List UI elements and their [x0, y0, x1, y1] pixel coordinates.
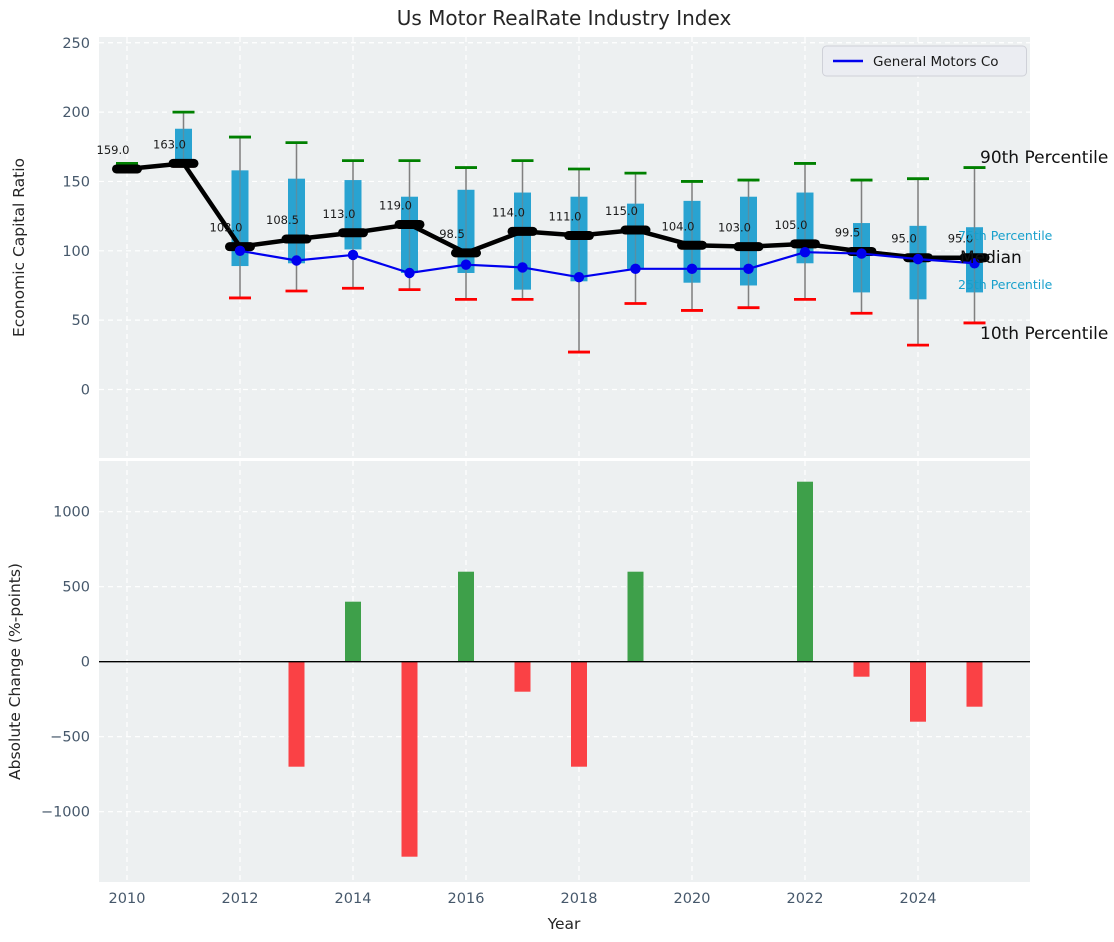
bottom-ytick-label--1000: −1000 — [41, 805, 90, 821]
annotation-90th-percentile: 90th Percentile — [980, 148, 1108, 168]
median-marker-2010 — [112, 164, 142, 174]
legend: General Motors Co — [822, 45, 1027, 77]
median-value-label-2014: 113.0 — [323, 207, 356, 221]
median-value-label-2018: 111.0 — [549, 210, 582, 224]
annotation-75th-percentile: 75th Percentile — [958, 228, 1053, 243]
bar-2016 — [458, 571, 474, 662]
median-value-label-2015: 119.0 — [379, 198, 412, 212]
median-value-label-2011: 163.0 — [153, 137, 186, 151]
median-marker-2022 — [790, 239, 820, 249]
xtick-label-2018: 2018 — [561, 891, 598, 907]
bar-2013 — [288, 661, 305, 767]
boxplot-2019 — [624, 171, 647, 305]
median-marker-2013 — [281, 234, 312, 244]
x-axis-label: Year — [547, 915, 581, 933]
median-marker-2014 — [338, 228, 368, 238]
bar-2023 — [853, 661, 870, 677]
gm-marker-2018 — [573, 271, 585, 283]
median-value-label-2017: 114.0 — [492, 205, 525, 219]
gm-marker-2019 — [630, 263, 641, 275]
median-marker-2018 — [564, 231, 594, 241]
general-motors-line-series — [234, 245, 980, 283]
bar-2022 — [797, 481, 813, 662]
gm-marker-2015 — [404, 267, 415, 279]
median-value-label-2021: 103.0 — [718, 221, 751, 235]
gm-marker-2023 — [856, 248, 867, 259]
xtick-label-2020: 2020 — [674, 891, 711, 907]
top-ytick-label-200: 200 — [62, 105, 90, 121]
axis-tick-labels: 0 50 100 150 200 250 −1000 −500 0 500 1000 2010 2012… — [41, 36, 937, 907]
bottom-ytick-label-500: 500 — [62, 580, 90, 596]
median-value-label-2013: 108.5 — [266, 213, 299, 227]
median-marker-2021 — [733, 242, 764, 252]
gm-line — [239, 249, 975, 279]
xtick-label-2012: 2012 — [222, 891, 259, 907]
median-value-label-2020: 104.0 — [662, 219, 695, 233]
median-value-labels: 159.0 163.0 103.0 108.5 113.0 119.0 98.5 114.0 1… — [97, 137, 974, 245]
gm-marker-2014 — [347, 249, 359, 261]
median-value-label-2010: 159.0 — [97, 143, 130, 157]
legend-label: General Motors Co — [873, 54, 999, 70]
xtick-label-2016: 2016 — [448, 891, 485, 907]
xtick-label-2014: 2014 — [335, 891, 372, 907]
median-value-label-2016: 98.5 — [439, 227, 465, 241]
median-value-label-2025: 95.0 — [948, 232, 974, 246]
bar-2019 — [627, 571, 644, 662]
median-value-label-2019: 115.0 — [605, 204, 638, 218]
top-ytick-label-250: 250 — [62, 36, 90, 52]
bar-2024 — [910, 661, 926, 722]
gm-marker-2016 — [460, 259, 472, 270]
bar-2018 — [571, 661, 587, 767]
xtick-label-2010: 2010 — [109, 891, 146, 907]
gm-marker-2025 — [969, 258, 980, 269]
median-marker-2017 — [507, 226, 538, 236]
bar-2014 — [345, 601, 361, 662]
legend-box — [822, 45, 1027, 77]
bottom-panel-background — [99, 461, 1030, 882]
bar-2017 — [514, 661, 531, 692]
median-value-label-2022: 105.0 — [775, 218, 808, 232]
annotation-median: Median — [960, 248, 1022, 268]
median-marker-2025 — [959, 253, 990, 263]
bar-series — [288, 481, 983, 857]
top-ytick-label-0: 0 — [81, 383, 90, 399]
gm-marker-2017 — [517, 262, 528, 273]
annotation-25th-percentile: 25th Percentile — [958, 277, 1053, 292]
gm-marker-2013 — [291, 255, 302, 266]
xtick-label-2022: 2022 — [787, 891, 824, 907]
median-marker-2015 — [394, 219, 425, 229]
median-value-label-2023: 99.5 — [835, 225, 861, 239]
median-marker-2020 — [677, 240, 707, 250]
bottom-ytick-label-0: 0 — [81, 655, 90, 671]
gm-marker-2022 — [799, 246, 811, 258]
bottom-y-axis-label: Absolute Change (%-points) — [6, 563, 24, 780]
bar-2025 — [966, 661, 983, 707]
bottom-ytick-label-1000: 1000 — [53, 505, 90, 521]
top-ytick-label-50: 50 — [72, 313, 90, 329]
gm-marker-2012 — [234, 245, 246, 256]
gm-marker-2020 — [686, 263, 698, 275]
median-marker-2019 — [620, 225, 651, 235]
top-ytick-label-150: 150 — [62, 174, 90, 190]
top-ytick-label-100: 100 — [62, 244, 90, 260]
bar-2015 — [401, 661, 418, 857]
top-y-axis-label: Economic Capital Ratio — [10, 158, 28, 337]
chart-title: Us Motor RealRate Industry Index — [397, 6, 732, 30]
bottom-ytick-label--500: −500 — [50, 730, 90, 746]
xtick-label-2024: 2024 — [900, 891, 937, 907]
gm-marker-2021 — [743, 263, 754, 275]
median-value-label-2024: 95.0 — [891, 232, 917, 246]
median-marker-2011 — [168, 158, 199, 168]
median-line — [126, 161, 975, 260]
annotation-10th-percentile: 10th Percentile — [980, 324, 1108, 344]
median-marker-2016 — [451, 248, 481, 258]
median-value-label-2012: 103.0 — [210, 221, 243, 235]
gm-marker-2024 — [912, 253, 924, 265]
